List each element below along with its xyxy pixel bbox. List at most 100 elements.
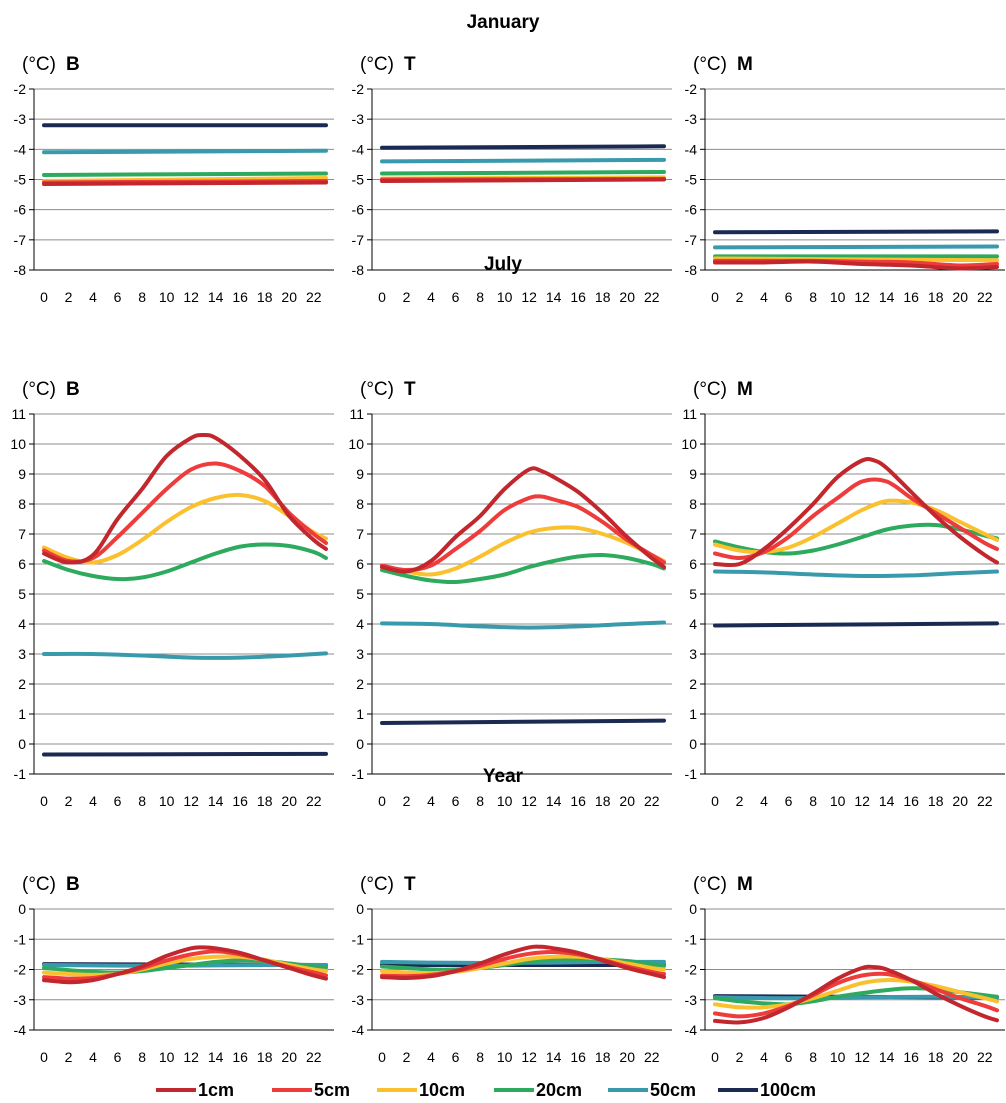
x-tick-label: 20 xyxy=(281,289,297,305)
y-tick-label: -4 xyxy=(14,141,27,157)
x-tick-label: 22 xyxy=(644,793,660,809)
x-tick-label: 10 xyxy=(830,793,846,809)
y-tick-label: -7 xyxy=(14,232,27,248)
x-tick-label: 4 xyxy=(760,793,768,809)
series-line-20cm xyxy=(42,171,328,177)
series-line-10cm xyxy=(713,256,999,263)
panel-january-t: (°C) T -2 -3 -4 -5 -6 -7 -8 0 2 4 6 8 10 12 14 16 18 20 22 xyxy=(352,54,672,305)
legend-item-5cm: 5cm xyxy=(272,1080,350,1100)
panel-unit-label: (°C) xyxy=(360,379,394,400)
y-tick-label: 7 xyxy=(689,526,697,542)
y-tick-label: -3 xyxy=(685,992,698,1008)
x-tick-label: 14 xyxy=(546,1049,562,1065)
x-tick-label: 0 xyxy=(711,793,719,809)
x-tick-label: 8 xyxy=(476,793,484,809)
x-tick-label: 10 xyxy=(159,289,175,305)
x-tick-label: 12 xyxy=(854,793,870,809)
y-tick-label: 9 xyxy=(689,466,697,482)
x-tick-label: 22 xyxy=(977,289,993,305)
y-tick-label: 1 xyxy=(356,706,364,722)
y-tick-label: -3 xyxy=(685,111,698,127)
x-tick-label: 4 xyxy=(89,289,97,305)
panel-site-label: B xyxy=(66,874,80,895)
x-tick-label: 12 xyxy=(183,1049,199,1065)
y-tick-label: 7 xyxy=(356,526,364,542)
y-tick-label: 4 xyxy=(356,616,364,632)
x-tick-label: 22 xyxy=(644,289,660,305)
y-tick-label: 1 xyxy=(18,706,26,722)
x-tick-label: 18 xyxy=(257,793,273,809)
x-tick-label: 6 xyxy=(114,289,122,305)
y-tick-label: 7 xyxy=(18,526,26,542)
x-tick-label: 0 xyxy=(40,793,48,809)
x-tick-label: 4 xyxy=(427,289,435,305)
x-tick-label: 4 xyxy=(760,1049,768,1065)
x-tick-label: 10 xyxy=(159,793,175,809)
y-tick-label: -3 xyxy=(352,992,365,1008)
y-tick-label: 3 xyxy=(18,646,26,662)
series-line-100cm xyxy=(713,621,999,628)
panel-site-label: B xyxy=(66,54,80,75)
x-tick-label: 6 xyxy=(114,1049,122,1065)
y-tick-label: -5 xyxy=(352,172,365,188)
x-tick-label: 6 xyxy=(114,793,122,809)
y-tick-label: 4 xyxy=(689,616,697,632)
series-line-1cm xyxy=(713,964,999,1025)
series-line-5cm xyxy=(380,494,666,572)
panel-site-label: M xyxy=(737,379,753,400)
y-tick-label: 0 xyxy=(689,901,697,917)
panel-site-label: M xyxy=(737,874,753,895)
panel-january-m: (°C) M -2 -3 -4 -5 -6 -7 -8 0 2 4 6 8 10 12 14 16 18 20 22 xyxy=(685,54,1005,305)
panel-unit-label: (°C) xyxy=(22,874,56,895)
series-line-20cm xyxy=(380,956,666,972)
x-tick-label: 2 xyxy=(736,1049,744,1065)
x-tick-label: 6 xyxy=(452,793,460,809)
x-tick-label: 20 xyxy=(952,793,968,809)
y-tick-label: 0 xyxy=(18,901,26,917)
x-tick-label: 10 xyxy=(159,1049,175,1065)
x-tick-label: 14 xyxy=(879,793,895,809)
series-line-1cm xyxy=(42,180,328,186)
series-line-20cm xyxy=(42,542,328,582)
y-tick-label: -6 xyxy=(352,202,365,218)
x-tick-label: 20 xyxy=(281,1049,297,1065)
x-tick-label: 18 xyxy=(257,289,273,305)
x-tick-label: 22 xyxy=(977,793,993,809)
y-tick-label: -3 xyxy=(14,111,27,127)
series-line-1cm xyxy=(42,432,328,565)
x-tick-label: 6 xyxy=(452,1049,460,1065)
x-tick-label: 2 xyxy=(403,793,411,809)
x-tick-label: 20 xyxy=(619,793,635,809)
x-tick-label: 8 xyxy=(138,1049,146,1065)
panel-site-label: T xyxy=(404,874,416,895)
x-tick-label: 14 xyxy=(546,793,562,809)
y-tick-label: -4 xyxy=(685,141,698,157)
series-line-1cm xyxy=(380,944,666,981)
row-january: January(°C) B-2-3-4-5-6-7-80 2 4 6 8 10 12 14 16 1… xyxy=(14,12,1005,305)
y-tick-label: -3 xyxy=(14,992,27,1008)
series-line-1cm xyxy=(380,177,666,183)
y-tick-label: 5 xyxy=(18,586,26,602)
x-tick-label: 12 xyxy=(521,793,537,809)
x-tick-label: 16 xyxy=(903,1049,919,1065)
series-line-5cm xyxy=(713,971,999,1019)
y-tick-label: -6 xyxy=(14,202,27,218)
x-tick-label: 0 xyxy=(711,289,719,305)
x-tick-label: 6 xyxy=(452,289,460,305)
legend-item-10cm: 10cm xyxy=(377,1080,465,1100)
x-tick-label: 18 xyxy=(595,1049,611,1065)
panel-site-label: T xyxy=(404,54,416,75)
panel-unit-label: (°C) xyxy=(360,54,394,75)
x-tick-label: 0 xyxy=(378,1049,386,1065)
x-tick-label: 0 xyxy=(378,793,386,809)
x-tick-label: 20 xyxy=(619,289,635,305)
y-tick-label: -2 xyxy=(14,81,27,97)
y-tick-label: 8 xyxy=(18,496,26,512)
panel-unit-label: (°C) xyxy=(22,379,56,400)
y-tick-label: -4 xyxy=(14,1022,27,1038)
series-line-10cm xyxy=(713,978,999,1010)
legend-item-100cm: 100cm xyxy=(718,1080,816,1100)
x-tick-label: 8 xyxy=(809,1049,817,1065)
